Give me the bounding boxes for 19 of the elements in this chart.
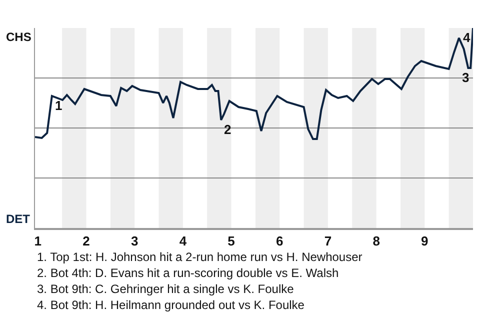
x-tick-label: 2 xyxy=(82,234,90,249)
x-tick-label: 4 xyxy=(179,234,188,249)
text: 4. Bot 9th: H. Heilmann grounded out vs K. Foulke xyxy=(37,298,305,312)
annotation: 4 xyxy=(463,30,471,45)
x-tick-label: 7 xyxy=(324,234,332,249)
text: 3. Bot 9th: C. Gehringer hit a single vs K. Foulke xyxy=(37,282,294,296)
x-tick-label: 1 xyxy=(34,234,42,249)
text: CHS xyxy=(6,30,32,44)
text: 1. Top 1st: H. Johnson hit a 2-run home run vs H. Newhouser xyxy=(37,250,362,264)
text: 2. Bot 4th: D. Evans hit a run-scoring double vs E. Walsh xyxy=(37,266,339,280)
annotation: 1 xyxy=(55,98,62,113)
x-tick-label: 9 xyxy=(421,234,428,249)
x-tick-label: 6 xyxy=(276,234,284,249)
x-tick-label: 8 xyxy=(372,234,380,249)
annotation: 3 xyxy=(462,70,470,85)
x-tick-label: 5 xyxy=(228,234,235,249)
text: DET xyxy=(6,212,31,226)
annotation: 2 xyxy=(224,122,232,137)
x-tick-label: 3 xyxy=(130,234,138,249)
